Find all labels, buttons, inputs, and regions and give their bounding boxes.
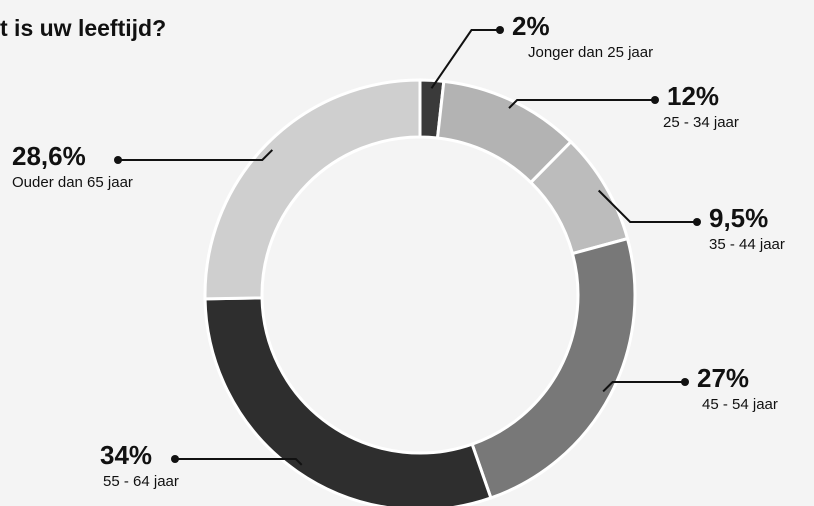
donut-segment bbox=[203, 78, 422, 301]
chart-title: t is uw leeftijd? bbox=[0, 15, 166, 41]
category-label: 45 - 54 jaar bbox=[702, 396, 778, 413]
category-label: Ouder dan 65 jaar bbox=[12, 174, 133, 191]
leader-dot bbox=[681, 378, 689, 386]
category-label: 25 - 34 jaar bbox=[663, 114, 739, 131]
leader-dot bbox=[496, 26, 504, 34]
value-label: 12% bbox=[667, 81, 719, 111]
category-label: 55 - 64 jaar bbox=[103, 473, 179, 490]
leader-dot bbox=[693, 218, 701, 226]
value-label: 9,5% bbox=[709, 203, 768, 233]
value-label: 34% bbox=[100, 440, 152, 470]
category-label: Jonger dan 25 jaar bbox=[528, 44, 653, 61]
donut-segment bbox=[203, 296, 493, 506]
leader-line bbox=[508, 99, 655, 109]
leader-dot bbox=[114, 156, 122, 164]
leader-line bbox=[597, 189, 697, 223]
value-label: 27% bbox=[697, 363, 749, 393]
leader-line bbox=[175, 458, 303, 466]
leader-dot bbox=[171, 455, 179, 463]
leader-dot bbox=[651, 96, 659, 104]
category-label: 35 - 44 jaar bbox=[709, 236, 785, 253]
leader-line bbox=[602, 381, 685, 393]
leader-line bbox=[118, 149, 274, 161]
value-label: 28,6% bbox=[12, 141, 86, 171]
value-label: 2% bbox=[512, 11, 550, 41]
leader-line bbox=[430, 29, 500, 89]
